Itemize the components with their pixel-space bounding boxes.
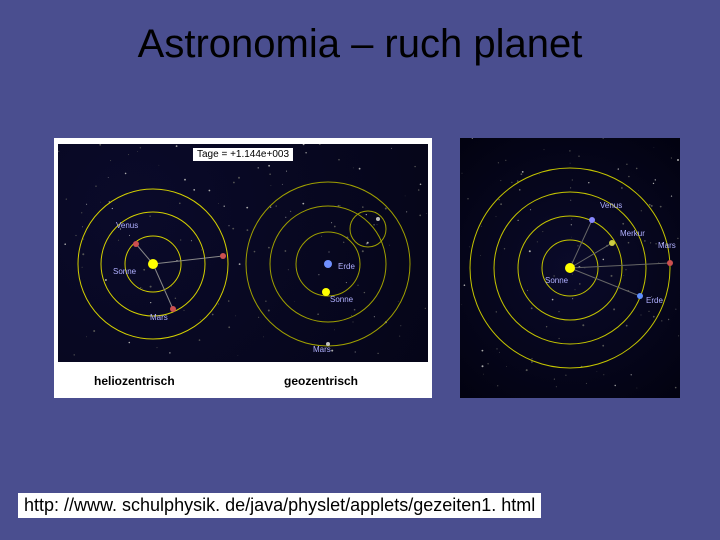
heliocentric-label: heliozentrisch bbox=[94, 374, 175, 388]
left-diagram-panel: Venus Mars Sonne Mars Erde Sonne Tage = +1.14… bbox=[54, 138, 432, 398]
geocentric-label: geozentrisch bbox=[284, 374, 358, 388]
svg-text:Merkur: Merkur bbox=[620, 229, 645, 238]
left-sky: Venus Mars Sonne Mars Erde Sonne bbox=[58, 144, 428, 362]
tage-counter: Tage = +1.144e+003 bbox=[193, 148, 293, 161]
svg-text:Venus: Venus bbox=[600, 201, 622, 210]
svg-text:Mars: Mars bbox=[313, 345, 331, 354]
right-sky: Venus Merkur Erde Mars Sonne bbox=[460, 138, 680, 398]
source-url: http: //www. schulphysik. de/java/physle… bbox=[18, 493, 541, 518]
svg-text:Mars: Mars bbox=[658, 241, 676, 250]
svg-text:Sonne: Sonne bbox=[545, 276, 569, 285]
svg-text:Sonne: Sonne bbox=[330, 295, 354, 304]
right-diagram-panel: Venus Merkur Erde Mars Sonne bbox=[460, 138, 680, 398]
right-orbit-svg: Venus Merkur Erde Mars Sonne bbox=[460, 138, 680, 398]
slide-title: Astronomia – ruch planet bbox=[0, 22, 720, 67]
svg-text:Mars: Mars bbox=[150, 313, 168, 322]
svg-text:Erde: Erde bbox=[646, 296, 663, 305]
svg-text:Sonne: Sonne bbox=[113, 267, 137, 276]
svg-text:Erde: Erde bbox=[338, 262, 355, 271]
left-orbit-svg: Venus Mars Sonne Mars Erde Sonne bbox=[58, 144, 428, 362]
svg-text:Venus: Venus bbox=[116, 221, 138, 230]
